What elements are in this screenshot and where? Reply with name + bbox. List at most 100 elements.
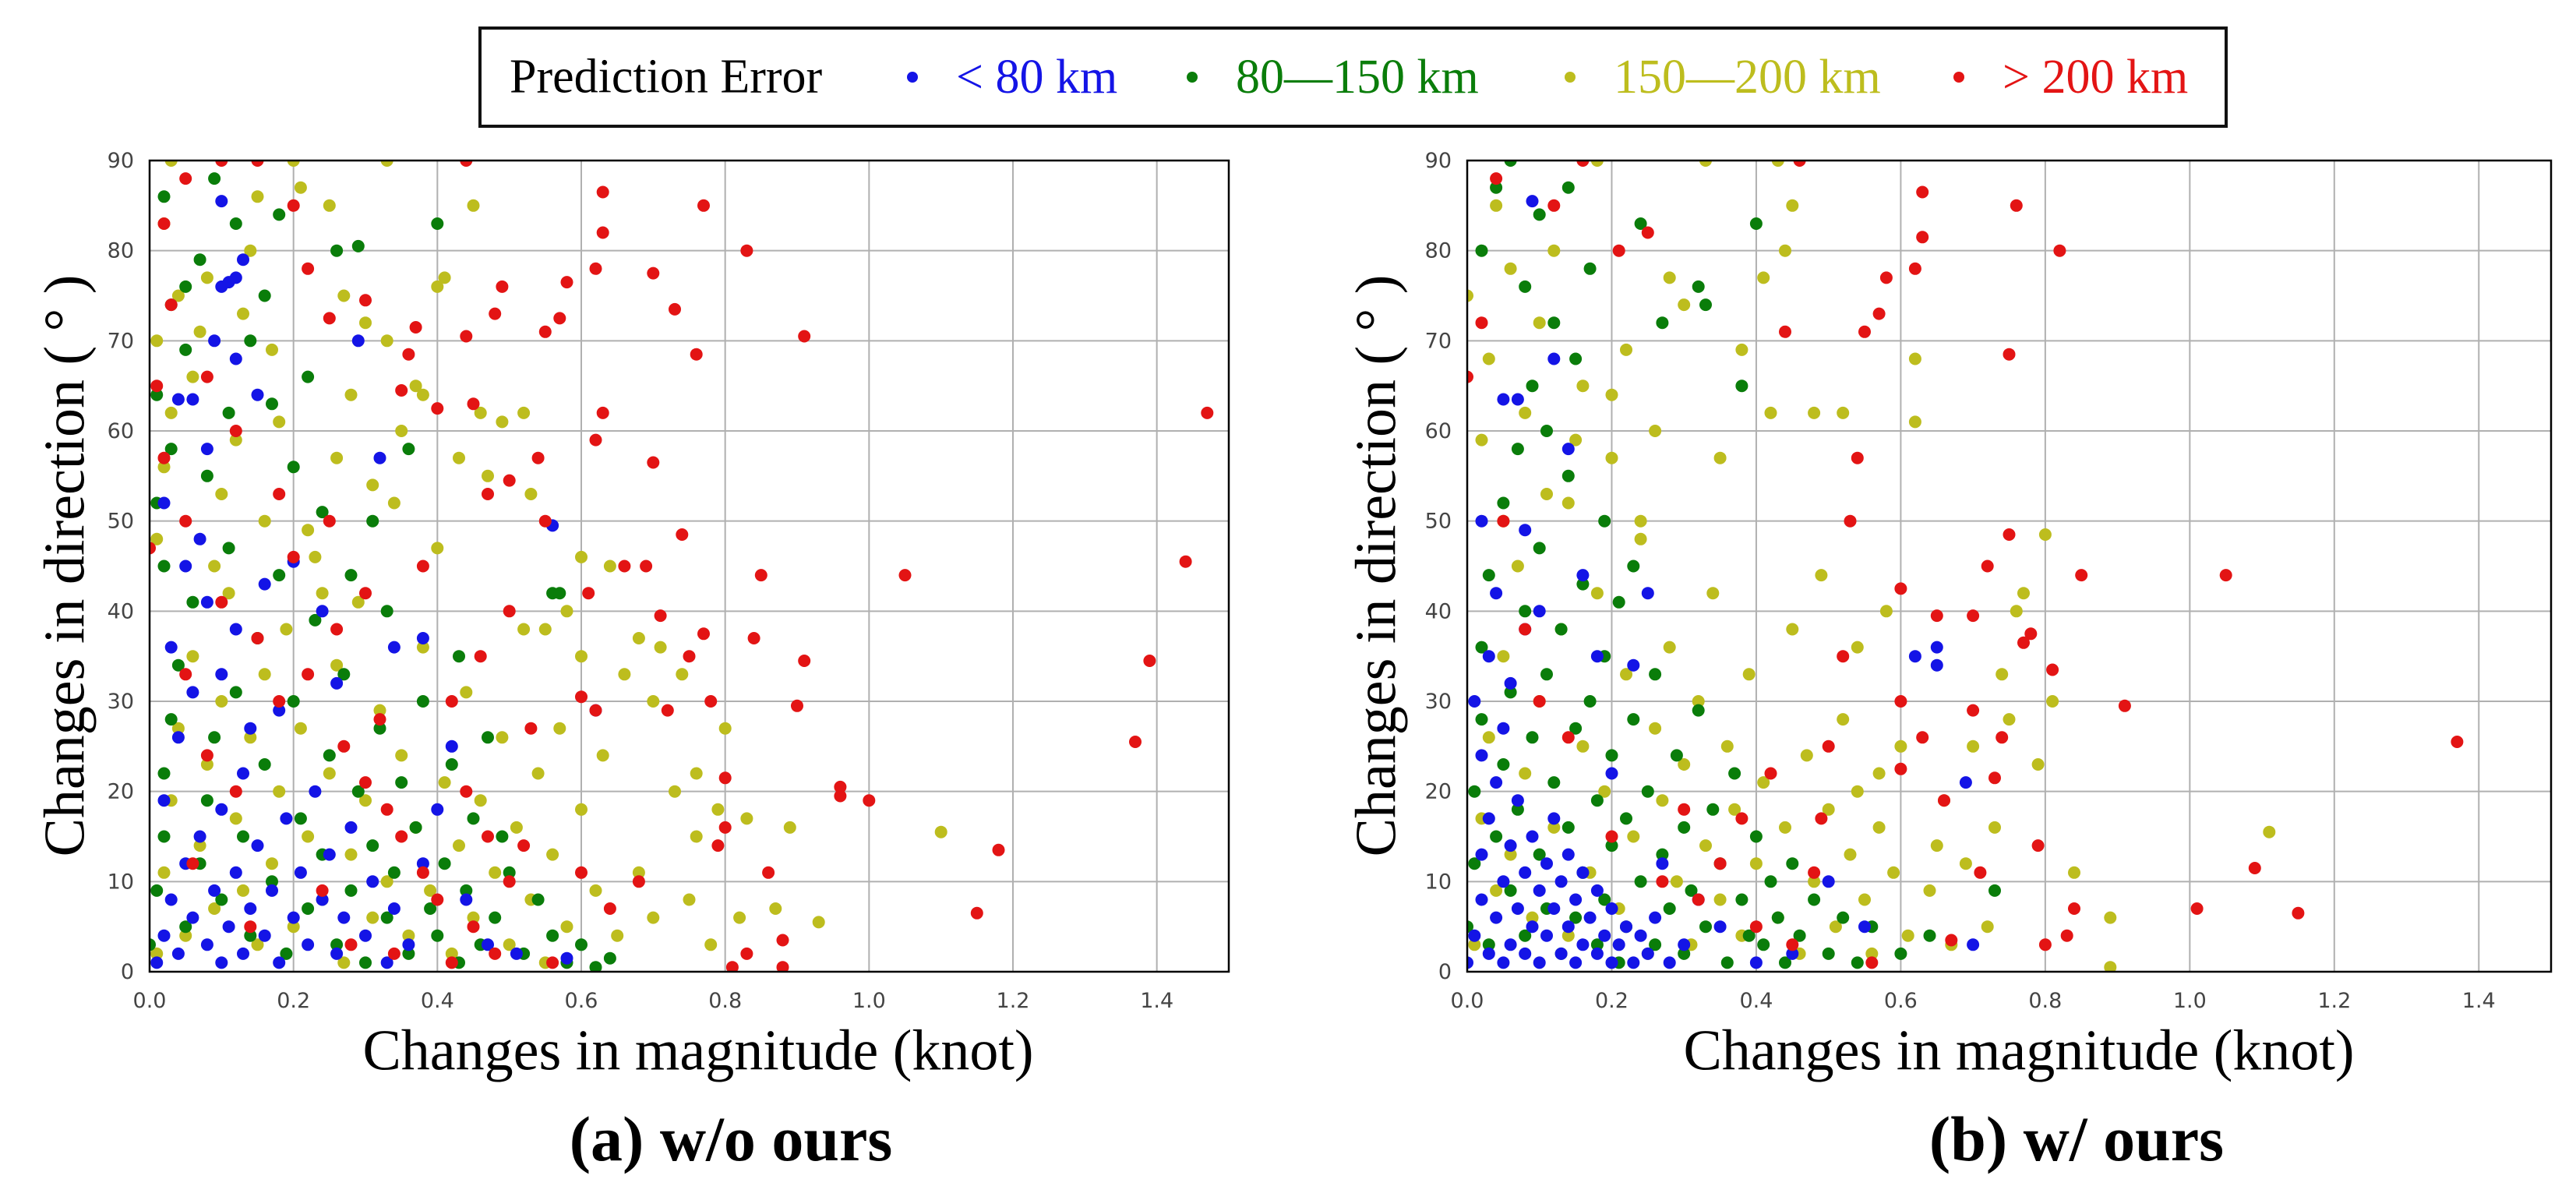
- data-point: [683, 650, 696, 663]
- y-tick-label: 70: [1425, 329, 1452, 353]
- data-point: [1504, 839, 1517, 852]
- data-point: [330, 451, 344, 464]
- data-point: [1735, 343, 1749, 356]
- data-point: [669, 785, 681, 798]
- data-point: [1490, 199, 1503, 212]
- data-point: [453, 451, 465, 464]
- data-point: [970, 906, 983, 920]
- data-point: [1561, 848, 1575, 861]
- data-point: [1467, 920, 1473, 934]
- data-point: [150, 532, 164, 545]
- data-point: [489, 866, 502, 879]
- data-point: [1482, 650, 1495, 663]
- data-point: [1526, 830, 1539, 843]
- data-point: [445, 758, 458, 771]
- data-point: [1547, 812, 1561, 825]
- data-point: [215, 893, 228, 906]
- data-point: [647, 695, 660, 708]
- data-point: [237, 307, 249, 320]
- data-point: [402, 443, 415, 456]
- data-point: [344, 848, 358, 861]
- data-point: [725, 961, 739, 972]
- data-point: [1786, 623, 1799, 636]
- data-point: [2038, 938, 2052, 951]
- data-point: [2451, 736, 2464, 748]
- data-point: [186, 595, 199, 609]
- data-point: [237, 947, 249, 960]
- data-point: [1540, 668, 1553, 681]
- data-point: [531, 767, 545, 780]
- data-point: [1583, 695, 1597, 708]
- data-point: [179, 514, 192, 528]
- data-point: [1583, 911, 1597, 924]
- data-point: [618, 559, 631, 573]
- data-point: [1887, 866, 1900, 879]
- data-point: [1540, 929, 1553, 942]
- data-point: [482, 469, 494, 482]
- data-point: [323, 848, 336, 861]
- data-point: [193, 830, 206, 843]
- data-point: [157, 794, 171, 807]
- data-point: [1576, 866, 1590, 879]
- data-point: [150, 379, 164, 393]
- data-point: [171, 731, 185, 744]
- data-point: [1735, 812, 1749, 825]
- data-point: [460, 893, 473, 906]
- data-point: [1706, 587, 1720, 600]
- data-point: [740, 812, 753, 825]
- data-point: [1894, 695, 1907, 708]
- data-point: [1497, 722, 1510, 735]
- data-points: [150, 161, 1214, 972]
- data-point: [1945, 934, 1958, 947]
- data-point: [1908, 415, 1921, 429]
- data-point: [496, 830, 509, 843]
- data-point: [186, 393, 199, 406]
- data-point: [373, 713, 386, 726]
- data-point: [1757, 938, 1770, 951]
- data-point: [1641, 785, 1654, 798]
- data-point: [754, 569, 768, 582]
- data-point: [244, 920, 257, 934]
- data-point: [1540, 425, 1553, 437]
- data-point: [1749, 920, 1763, 934]
- data-point: [1641, 226, 1654, 239]
- data-point: [1497, 758, 1510, 771]
- data-point: [1547, 352, 1561, 365]
- data-point: [560, 920, 573, 934]
- data-point: [1143, 655, 1156, 667]
- data-point: [1511, 794, 1524, 807]
- data-point: [237, 884, 249, 897]
- data-point: [1930, 641, 1943, 654]
- data-point: [1504, 161, 1517, 167]
- data-point: [1692, 893, 1705, 906]
- data-point: [1533, 884, 1546, 897]
- data-point: [2068, 866, 2080, 879]
- data-point: [186, 370, 199, 383]
- data-point: [424, 884, 437, 897]
- data-point: [1497, 875, 1510, 888]
- data-point: [330, 244, 344, 257]
- data-point: [647, 267, 660, 280]
- data-point: [1511, 393, 1524, 406]
- data-point: [387, 947, 401, 960]
- data-point: [1678, 803, 1691, 816]
- data-point: [1908, 352, 1921, 365]
- data-point: [316, 605, 329, 618]
- y-tick-label: 40: [1425, 599, 1452, 623]
- data-point: [1627, 713, 1640, 726]
- data-point: [251, 388, 264, 401]
- data-point: [273, 208, 286, 221]
- data-point: [1590, 650, 1604, 663]
- data-point: [1879, 271, 1893, 284]
- data-point: [1554, 623, 1568, 636]
- data-point: [1916, 231, 1929, 244]
- data-point: [711, 803, 725, 816]
- data-point: [474, 406, 487, 419]
- data-point: [482, 731, 494, 744]
- data-point: [474, 650, 487, 663]
- data-point: [1894, 947, 1907, 960]
- data-point: [1735, 379, 1749, 393]
- data-point: [273, 488, 286, 500]
- data-point: [1764, 406, 1777, 419]
- data-point: [589, 961, 602, 972]
